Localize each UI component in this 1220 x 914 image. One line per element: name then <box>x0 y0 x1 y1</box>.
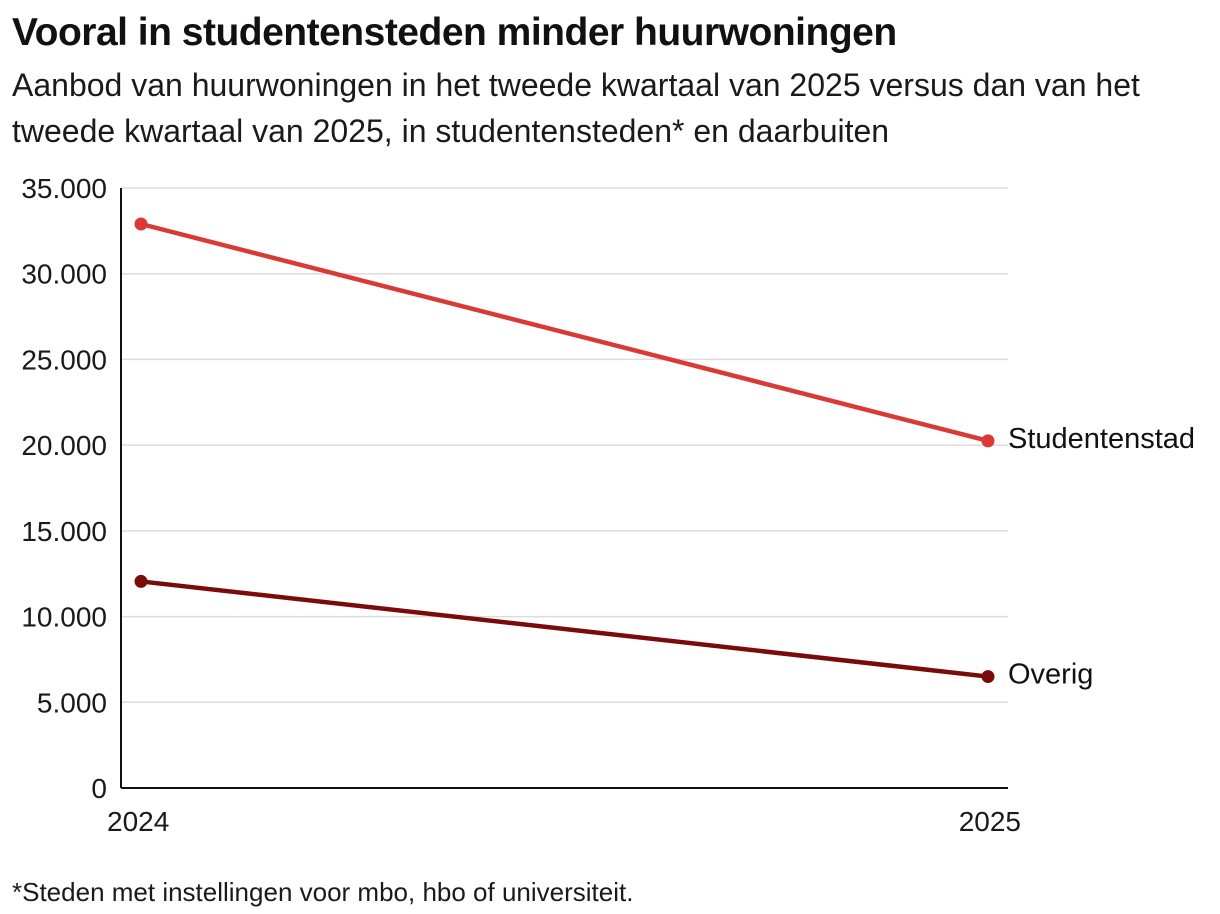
data-point <box>134 217 148 231</box>
y-tick-label: 30.000 <box>21 259 107 290</box>
data-point <box>134 574 148 588</box>
y-tick-label: 0 <box>91 773 107 804</box>
y-axis-ticks: 0 5.000 10.000 15.000 20.000 25.000 30.000 35.0… <box>21 173 107 804</box>
data-point <box>981 434 995 448</box>
axes <box>120 188 1008 789</box>
footnote: *Steden met instellingen voor mbo, hbo o… <box>12 877 634 907</box>
series-studentenstad: Studentenstad <box>134 217 1195 455</box>
series-line <box>138 579 991 679</box>
y-tick-label: 5.000 <box>37 687 107 718</box>
series-lines: Studentenstad Overig <box>134 217 1195 691</box>
y-tick-label: 25.000 <box>21 344 107 375</box>
series-line <box>138 221 991 444</box>
series-label: Studentenstad <box>1008 423 1195 455</box>
y-tick-label: 20.000 <box>21 430 107 461</box>
x-tick-label: 2025 <box>959 806 1021 837</box>
y-tick-label: 15.000 <box>21 516 107 547</box>
chart-subtitle: Aanbod van huurwoningen in het tweede kw… <box>12 67 1140 149</box>
x-axis-ticks: 2024 2025 <box>107 806 1021 837</box>
x-tick-label: 2024 <box>107 806 169 837</box>
series-label: Overig <box>1008 659 1093 691</box>
data-point <box>981 670 995 684</box>
y-tick-label: 10.000 <box>21 602 107 633</box>
y-tick-label: 35.000 <box>21 173 107 204</box>
chart-title: Vooral in studentensteden minder huurwon… <box>12 11 897 54</box>
series-overig: Overig <box>134 574 1093 691</box>
gridlines <box>121 187 1008 704</box>
